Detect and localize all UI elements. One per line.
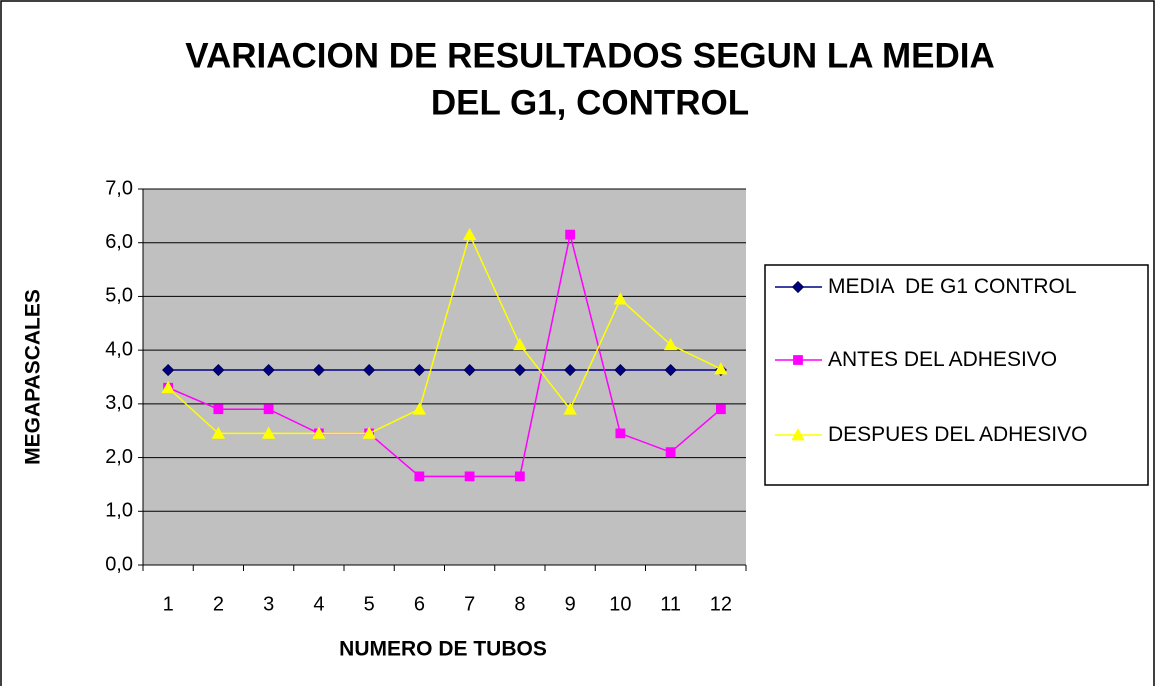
x-tick-label: 5 xyxy=(364,593,375,615)
chart-title: VARIACION DE RESULTADOS SEGUN LA MEDIA xyxy=(185,36,995,75)
marker xyxy=(211,426,226,439)
marker xyxy=(362,426,376,439)
y-tick-label: 3,0 xyxy=(105,392,133,414)
marker xyxy=(262,363,275,377)
marker xyxy=(213,404,224,415)
x-axis-label: NUMERO DE TUBOS xyxy=(339,638,547,661)
marker xyxy=(412,402,427,415)
marker xyxy=(463,363,476,377)
x-tick-label: 9 xyxy=(565,593,576,615)
marker xyxy=(791,428,805,441)
series-line xyxy=(167,234,722,478)
marker xyxy=(513,337,527,351)
legend-label: MEDIA DE G1 CONTROL xyxy=(828,275,1077,298)
marker xyxy=(462,227,477,241)
marker xyxy=(514,471,525,482)
legend-label: ANTES DEL ADHESIVO xyxy=(828,348,1058,371)
marker xyxy=(793,355,803,365)
marker xyxy=(413,363,426,377)
marker xyxy=(714,362,728,375)
marker xyxy=(564,363,577,377)
marker xyxy=(261,426,276,439)
plot-area xyxy=(143,189,746,565)
y-tick-label: 4,0 xyxy=(105,338,133,360)
marker xyxy=(715,404,726,415)
marker xyxy=(464,471,475,482)
x-tick-label: 4 xyxy=(313,593,324,615)
x-tick-label: 10 xyxy=(609,593,631,615)
marker xyxy=(791,280,805,294)
x-tick-label: 12 xyxy=(710,593,732,615)
y-tick-label: 1,0 xyxy=(105,500,133,522)
marker xyxy=(663,337,678,351)
y-tick-label: 5,0 xyxy=(105,285,133,307)
x-tick-label: 2 xyxy=(213,593,224,615)
marker xyxy=(613,292,628,305)
x-tick-label: 1 xyxy=(163,593,174,615)
marker xyxy=(614,363,627,377)
marker xyxy=(363,363,376,377)
y-tick-label: 0,0 xyxy=(105,553,133,575)
x-tick-label: 11 xyxy=(660,593,681,615)
marker xyxy=(664,363,677,377)
y-axis-label: MEGAPASCALES xyxy=(22,289,45,465)
x-tick-label: 7 xyxy=(464,593,475,615)
x-tick-label: 8 xyxy=(514,593,525,615)
chart-title: DEL G1, CONTROL xyxy=(431,83,749,122)
marker xyxy=(263,404,274,415)
marker xyxy=(162,363,175,377)
x-tick-label: 3 xyxy=(263,593,274,615)
marker xyxy=(615,428,626,439)
marker xyxy=(513,363,526,377)
marker xyxy=(312,426,326,439)
marker xyxy=(312,363,325,377)
series-line xyxy=(167,232,722,435)
marker xyxy=(665,447,676,458)
marker xyxy=(414,471,425,482)
marker xyxy=(161,380,175,394)
marker xyxy=(212,363,225,377)
legend-label: DESPUES DEL ADHESIVO xyxy=(828,423,1088,446)
marker xyxy=(565,229,576,240)
legend-box xyxy=(764,264,1149,486)
y-tick-label: 6,0 xyxy=(105,231,133,253)
y-tick-label: 7,0 xyxy=(105,177,133,199)
y-tick-label: 2,0 xyxy=(105,446,133,468)
marker xyxy=(563,402,577,415)
x-tick-label: 6 xyxy=(414,593,425,615)
